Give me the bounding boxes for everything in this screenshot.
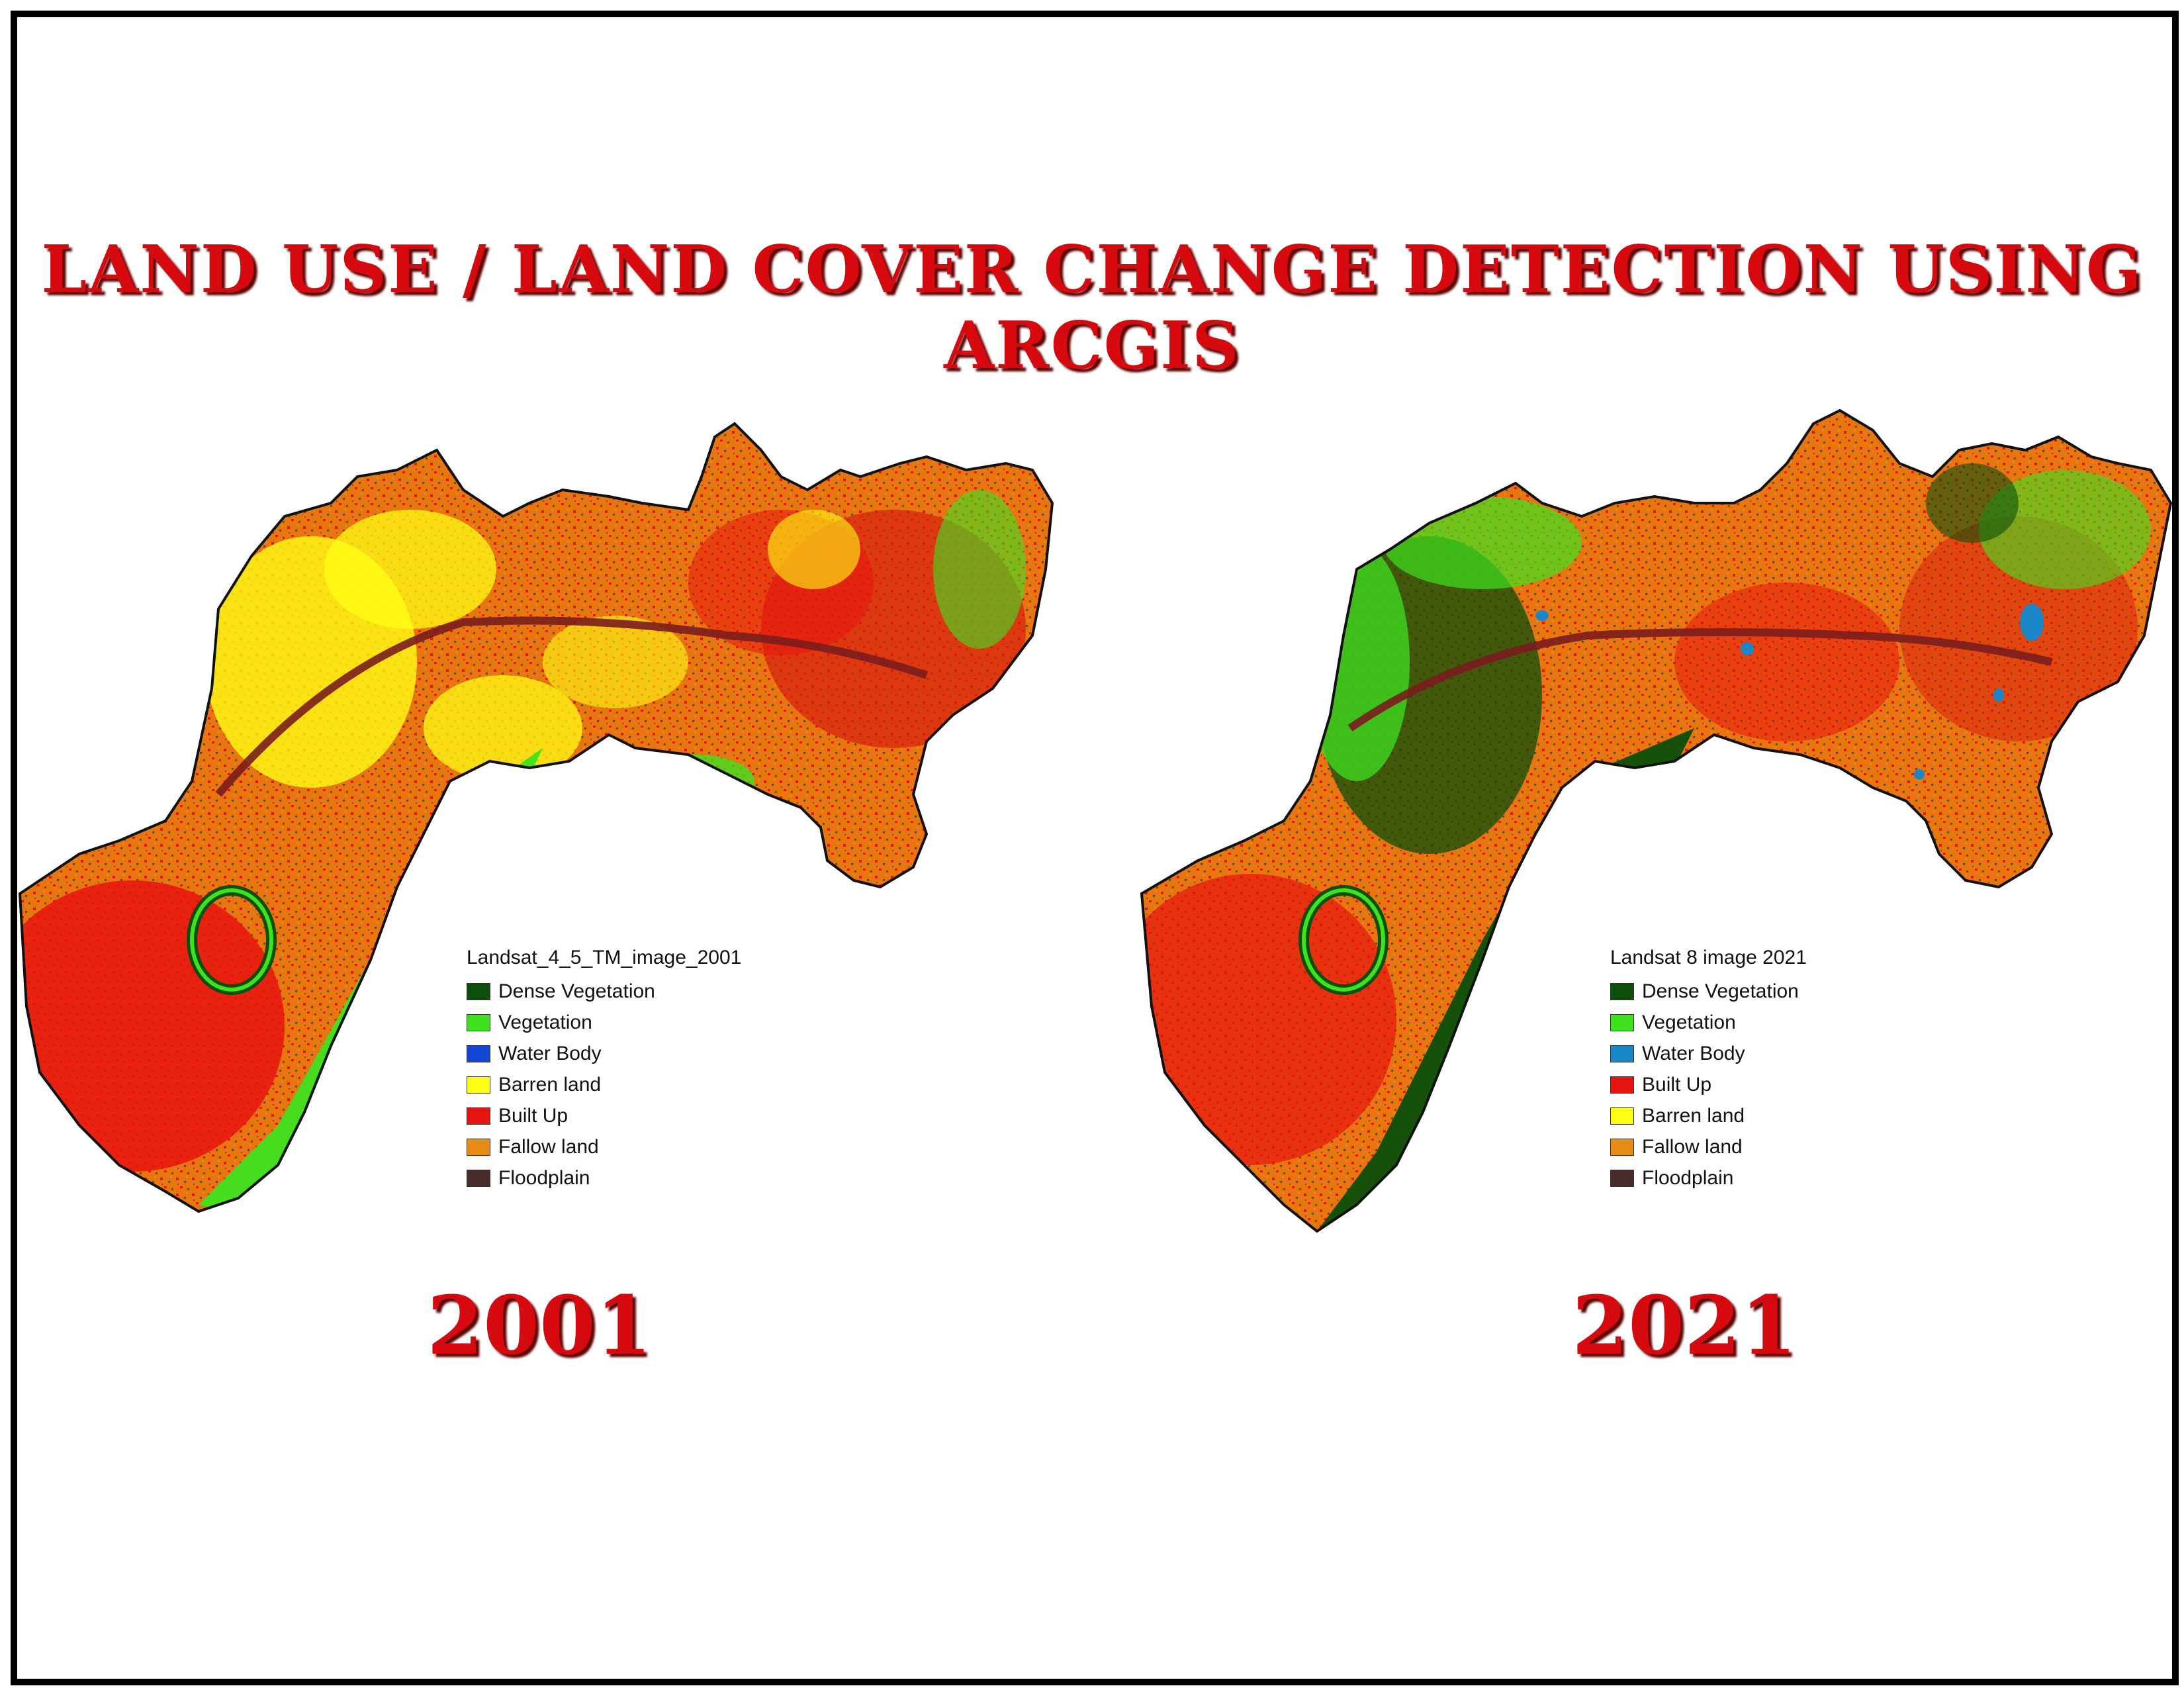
legend-item-dense-vegetation: Dense Vegetation xyxy=(1610,976,1807,1007)
legend-item-built-up: Built Up xyxy=(467,1100,741,1131)
legend-item-built-up: Built Up xyxy=(1610,1069,1807,1100)
legend-item-water-body: Water Body xyxy=(1610,1038,1807,1069)
legend-swatch xyxy=(1610,982,1634,1000)
legend-swatch xyxy=(1610,1169,1634,1187)
legend-label: Vegetation xyxy=(1642,1011,1736,1033)
legend-swatch xyxy=(467,1169,490,1187)
legend-swatch xyxy=(467,1076,490,1094)
legend-item-floodplain: Floodplain xyxy=(1610,1162,1807,1194)
legend-swatch xyxy=(467,1045,490,1062)
legend-item-barren-land: Barren land xyxy=(467,1069,741,1100)
legend-item-vegetation: Vegetation xyxy=(467,1007,741,1038)
legend-item-fallow-land: Fallow land xyxy=(1610,1131,1807,1162)
legend-label: Water Body xyxy=(1642,1042,1745,1064)
legend-label: Fallow land xyxy=(498,1135,599,1158)
legend-swatch xyxy=(467,1013,490,1031)
legend-item-dense-vegetation: Dense Vegetation xyxy=(467,976,741,1007)
legend-label: Fallow land xyxy=(1642,1135,1743,1158)
year-label-2001: 2001 xyxy=(427,1278,652,1373)
legend-swatch xyxy=(467,1138,490,1156)
legend-label: Barren land xyxy=(498,1073,602,1096)
legend-item-fallow-land: Fallow land xyxy=(467,1131,741,1162)
legend-swatch xyxy=(467,982,490,1000)
legend-title: Landsat_4_5_TM_image_2001 xyxy=(467,947,742,968)
legend-label: Built Up xyxy=(498,1104,569,1127)
legend-label: Built Up xyxy=(1642,1073,1712,1096)
legend-item-barren-land: Barren land xyxy=(1610,1100,1807,1131)
year-label-2021: 2021 xyxy=(1572,1278,1797,1373)
legend-label: Floodplain xyxy=(1642,1166,1734,1189)
legend-swatch xyxy=(1610,1013,1634,1031)
legend-2021: Landsat 8 image 2021 Dense Vegetation Ve… xyxy=(1610,947,1807,1194)
legend-swatch xyxy=(1610,1138,1634,1156)
legend-swatch xyxy=(1610,1107,1634,1125)
legend-label: Dense Vegetation xyxy=(1642,980,1799,1002)
legend-swatch xyxy=(1610,1076,1634,1094)
legend-label: Floodplain xyxy=(498,1166,590,1189)
legend-item-water-body: Water Body xyxy=(467,1038,741,1069)
legend-swatch xyxy=(1610,1045,1634,1062)
legend-label: Vegetation xyxy=(498,1011,592,1033)
legend-label: Dense Vegetation xyxy=(498,980,655,1002)
legend-title: Landsat 8 image 2021 xyxy=(1610,947,1807,968)
legend-swatch xyxy=(467,1107,490,1125)
page-title: LAND USE / LAND COVER CHANGE DETECTION U… xyxy=(41,232,2143,384)
legend-label: Water Body xyxy=(498,1042,602,1064)
legend-label: Barren land xyxy=(1642,1104,1745,1127)
legend-item-floodplain: Floodplain xyxy=(467,1162,741,1194)
legend-item-vegetation: Vegetation xyxy=(1610,1007,1807,1038)
legend-2001: Landsat_4_5_TM_image_2001 Dense Vegetati… xyxy=(467,947,741,1194)
